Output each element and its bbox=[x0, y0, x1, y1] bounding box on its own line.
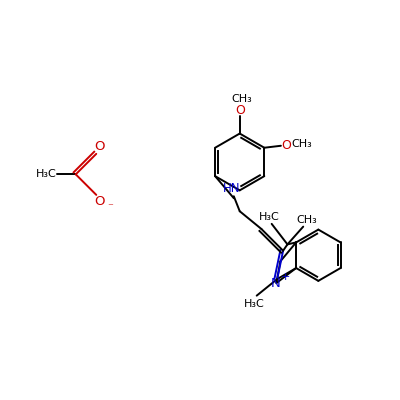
Text: H₃C: H₃C bbox=[36, 169, 56, 179]
Text: O: O bbox=[94, 140, 105, 153]
Text: CH₃: CH₃ bbox=[231, 94, 252, 104]
Text: N: N bbox=[271, 277, 280, 290]
Text: CH₃: CH₃ bbox=[291, 139, 312, 149]
Text: HN: HN bbox=[223, 182, 240, 195]
Text: CH₃: CH₃ bbox=[297, 214, 318, 224]
Text: O: O bbox=[94, 196, 105, 208]
Text: O: O bbox=[282, 139, 291, 152]
Text: +: + bbox=[281, 272, 290, 282]
Text: O: O bbox=[235, 104, 245, 117]
Text: H₃C: H₃C bbox=[244, 298, 265, 308]
Text: H₃C: H₃C bbox=[259, 212, 280, 222]
Text: ⁻: ⁻ bbox=[107, 202, 113, 212]
